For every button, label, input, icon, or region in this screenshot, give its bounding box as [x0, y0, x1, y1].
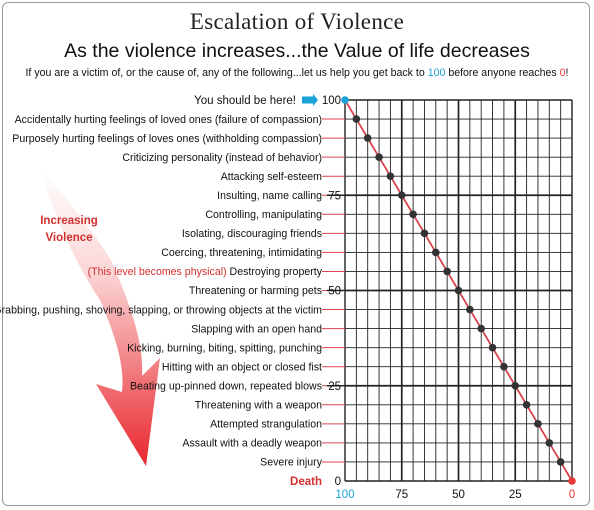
data-point	[420, 229, 429, 238]
y-tick-label: 75	[328, 190, 341, 202]
data-point	[432, 248, 440, 257]
data-point	[500, 362, 508, 371]
arrow-label-line1: Increasing	[40, 215, 98, 227]
level-label: Insulting, name calling	[217, 190, 322, 202]
top-marker-label: You should be here!	[194, 95, 296, 107]
level-label: Hitting with an object or closed fist	[162, 361, 322, 373]
x-tick-label: 50	[452, 489, 465, 501]
data-point	[375, 153, 383, 161]
instruction-text: If you are a victim of, or the cause of,…	[0, 67, 594, 79]
level-label: Assault with a deadly weapon	[182, 438, 322, 450]
instruction-value-top: 100	[427, 67, 446, 79]
page-title: Escalation of Violence	[189, 9, 405, 34]
pointer-arrow-icon	[302, 94, 318, 106]
x-tick-label: 25	[509, 489, 522, 501]
data-point	[397, 191, 406, 200]
y-tick-label: 0	[335, 476, 341, 488]
instruction-part2: before anyone reaches	[445, 67, 560, 79]
data-point	[454, 286, 463, 295]
level-label: Threatening with a weapon	[195, 400, 322, 412]
instruction-part1: If you are a victim of, or the cause of,…	[25, 67, 428, 79]
data-point	[511, 381, 520, 390]
level-label: Attacking self-esteem	[221, 171, 322, 183]
data-point	[386, 172, 395, 180]
level-label: Purposely hurting feelings of loves ones…	[12, 133, 322, 145]
level-label: Coercing, threatening, intimidating	[161, 247, 322, 259]
level-label: Kicking, burning, biting, spitting, punc…	[127, 342, 322, 354]
level-label: (This level becomes physical) Destroying…	[88, 266, 323, 278]
death-label: Death	[290, 476, 322, 488]
level-label: Slapping with an open hand	[191, 323, 322, 335]
level-label-text: Destroying property	[227, 266, 323, 278]
data-point	[352, 115, 361, 123]
level-label: Criticizing personality (instead of beha…	[122, 152, 322, 164]
arrow-label-line2: Violence	[45, 232, 92, 244]
level-label: Severe injury	[260, 457, 323, 469]
data-point	[363, 134, 372, 142]
data-point	[534, 420, 542, 428]
increasing-violence-arrow	[40, 165, 160, 466]
level-note: (This level becomes physical)	[88, 266, 227, 278]
data-point	[477, 324, 486, 333]
level-label: Accidentally hurting feelings of loved o…	[15, 114, 322, 126]
data-point	[409, 210, 417, 219]
x-tick-label: 0	[569, 489, 575, 501]
data-point-start	[341, 96, 349, 104]
y-tick-label: 100	[322, 95, 341, 107]
instruction-value-bottom: 0	[559, 67, 566, 79]
level-label: Beating up-pinned down, repeated blows	[130, 380, 322, 392]
data-point	[466, 305, 474, 314]
data-point	[488, 343, 497, 352]
x-tick-label: 75	[395, 489, 408, 501]
level-label: Controlling, manipulating	[205, 209, 322, 221]
level-label: Attempted strangulation	[210, 419, 322, 431]
level-label: Grabbing, pushing, shoving, slapping, or…	[0, 304, 322, 316]
y-tick-label: 50	[328, 286, 341, 298]
page-subtitle: As the violence increases...the Value of…	[64, 40, 530, 62]
data-point	[545, 439, 554, 447]
data-point	[522, 401, 531, 409]
data-point	[556, 458, 565, 466]
x-tick-label: 100	[335, 489, 354, 501]
level-label: Isolating, discouraging friends	[182, 228, 322, 240]
level-label: Threatening or harming pets	[189, 285, 322, 297]
data-point	[443, 267, 451, 276]
data-point-end	[568, 477, 576, 485]
y-tick-label: 25	[328, 381, 341, 393]
instruction-part3: !	[565, 67, 569, 79]
